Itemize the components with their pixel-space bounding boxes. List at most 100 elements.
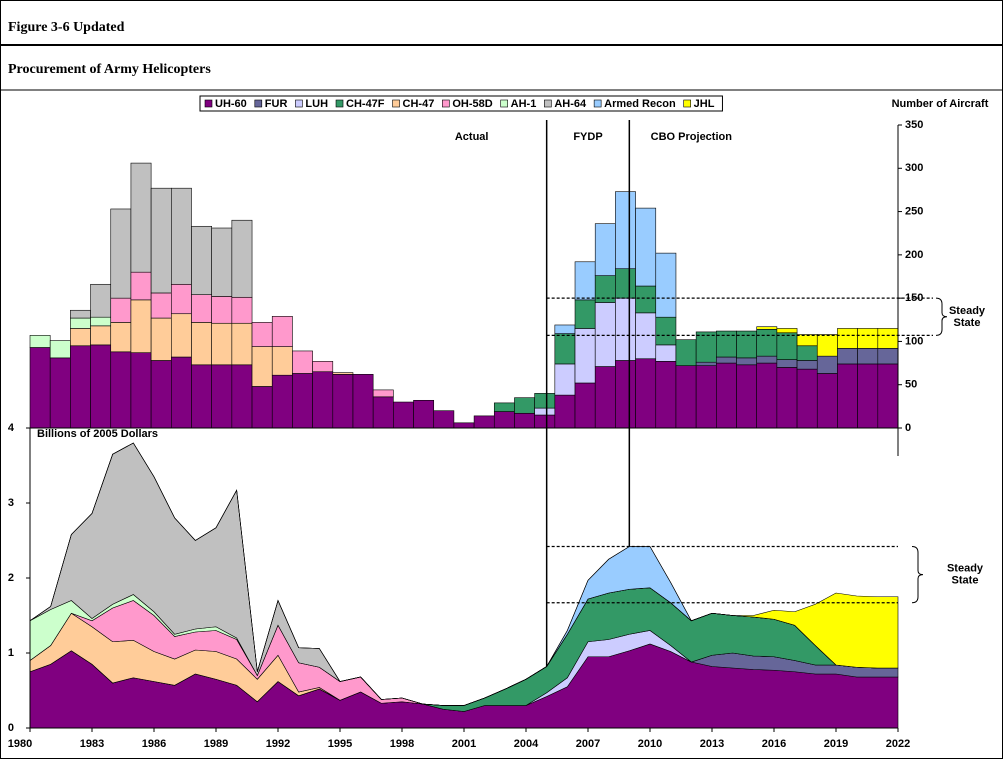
- bar-segment: [837, 363, 858, 429]
- y-tick-label: 0: [8, 722, 14, 734]
- bar-segment: [332, 372, 354, 375]
- bar-segment: [130, 271, 152, 301]
- bar-segment: [49, 357, 71, 429]
- bar-segment: [251, 322, 273, 347]
- y-tick-label: 300: [905, 162, 923, 174]
- bar-segment: [231, 219, 253, 298]
- x-tick-label: 2019: [824, 738, 848, 750]
- legend-swatch: [204, 99, 213, 108]
- bar-segment: [171, 356, 192, 429]
- bar-segment: [292, 373, 313, 429]
- bar-segment: [554, 363, 576, 396]
- bar-segment: [776, 367, 798, 429]
- bar-segment: [675, 339, 697, 366]
- x-tick-label: 2004: [514, 738, 539, 750]
- bar-segment: [271, 346, 293, 376]
- x-tick-label: 1986: [142, 738, 166, 750]
- bar-segment: [837, 348, 858, 365]
- bar-segment: [211, 296, 233, 324]
- legend-label: LUH: [305, 98, 328, 110]
- y-tick-label: 50: [905, 379, 917, 391]
- bar-segment: [130, 352, 152, 429]
- bar-segment: [312, 371, 334, 429]
- legend-label: Armed Recon: [604, 98, 676, 110]
- bar-segment: [473, 415, 495, 429]
- bar-segment: [90, 283, 112, 318]
- bar-segment: [695, 331, 717, 363]
- bar-segment: [191, 225, 212, 295]
- y-axis-label: Number of Aircraft: [892, 98, 989, 110]
- legend-swatch: [295, 99, 303, 108]
- bar-segment: [70, 345, 91, 429]
- bar-segment: [110, 208, 132, 299]
- y-tick-label: 2: [8, 572, 14, 584]
- bar-segment: [857, 363, 879, 429]
- bar-segment: [191, 322, 212, 366]
- bar-segment: [776, 359, 798, 368]
- bar-segment: [574, 382, 596, 429]
- bar-segment: [90, 344, 112, 429]
- bar-segment: [70, 317, 91, 329]
- x-tick-label: 2007: [576, 738, 600, 750]
- bar-segment: [191, 364, 212, 429]
- x-tick-label: 1983: [80, 738, 104, 750]
- bar-segment: [211, 322, 233, 366]
- y-tick-label: 3: [8, 497, 14, 509]
- bar-segment: [877, 328, 899, 349]
- legend-label: AH-1: [511, 98, 537, 110]
- x-tick-label: 2001: [452, 738, 476, 750]
- bar-segment: [816, 373, 838, 429]
- bar-segment: [70, 328, 91, 347]
- bar-segment: [70, 309, 91, 319]
- bar-segment: [251, 386, 273, 429]
- legend-label: CH-47: [403, 98, 435, 110]
- bar-segment: [130, 299, 152, 353]
- y-tick-label: 350: [905, 119, 923, 131]
- brace: [911, 546, 924, 604]
- legend-label: FUR: [265, 98, 288, 110]
- bar-segment: [453, 422, 475, 429]
- bar-segment: [171, 187, 192, 285]
- bar-segment: [332, 374, 354, 429]
- y-tick-label: 4: [8, 422, 15, 434]
- bar-segment: [231, 296, 253, 324]
- bar-segment: [594, 366, 616, 429]
- figure-label: Figure 3-6 Updated: [8, 20, 125, 35]
- bar-segment: [655, 252, 677, 318]
- bar-segment: [514, 412, 535, 429]
- bar-segment: [615, 360, 636, 429]
- bar-segment: [756, 362, 778, 429]
- bar-segment: [292, 350, 313, 374]
- bar-segment: [271, 374, 293, 429]
- bar-segment: [211, 227, 233, 297]
- bar-segment: [493, 402, 515, 412]
- bar-segment: [150, 187, 172, 294]
- bar-segment: [615, 297, 636, 361]
- bar-segment: [695, 361, 717, 366]
- legend-swatch: [683, 99, 691, 108]
- bar-segment: [776, 328, 798, 334]
- area: [29, 442, 899, 706]
- y-tick-label: 100: [905, 335, 923, 347]
- steady-state-label: Steady State: [947, 563, 984, 587]
- bar-segment: [110, 297, 132, 323]
- bar-segment: [736, 364, 757, 429]
- bar-segment: [655, 344, 677, 362]
- bar-segment: [514, 397, 535, 414]
- bar-segment: [231, 364, 253, 429]
- legend-label: UH-60: [215, 98, 247, 110]
- figure-title: Procurement of Army Helicopters: [8, 62, 211, 77]
- bar-segment: [716, 356, 737, 364]
- bar-segment: [796, 334, 818, 347]
- bar-segment: [534, 393, 556, 409]
- legend-swatch: [442, 99, 450, 108]
- legend-label: AH-64: [554, 98, 587, 110]
- bar-segment: [635, 285, 657, 314]
- legend-swatch: [335, 99, 344, 108]
- bar-segment: [372, 396, 394, 429]
- annotation: CBO Projection: [651, 131, 733, 143]
- bar-segment: [675, 365, 697, 429]
- bar-segment: [877, 363, 899, 429]
- bar-segment: [816, 355, 838, 374]
